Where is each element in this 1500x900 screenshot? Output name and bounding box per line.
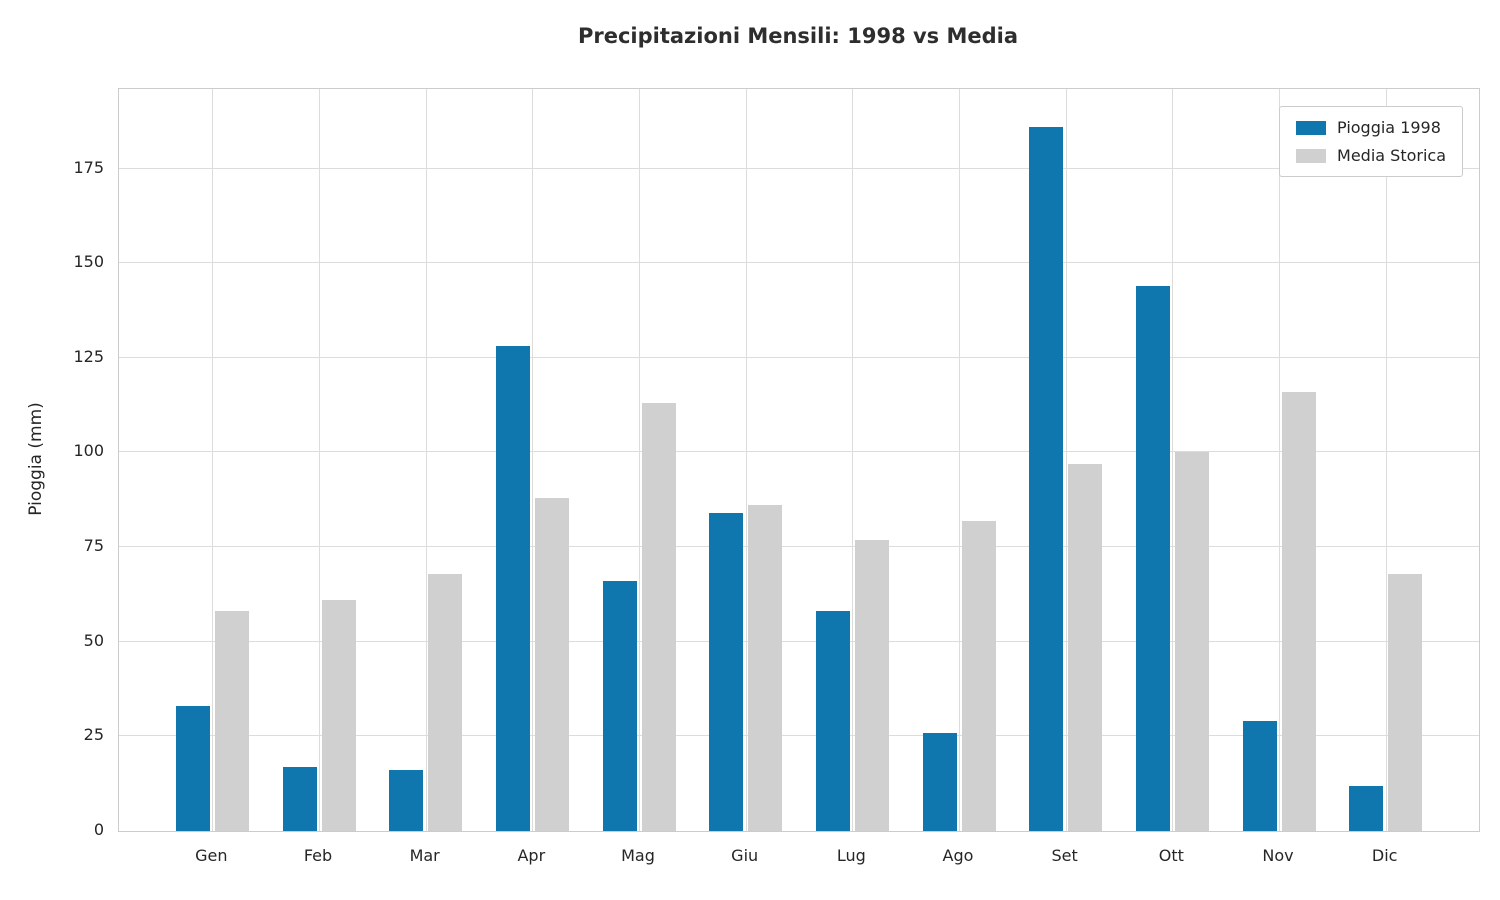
- bar-media-set: [1068, 463, 1103, 831]
- x-axis-ticks: Gen Feb Mar Apr Mag Giu Lug Ago Set Ott Nov Dic: [118, 842, 1478, 874]
- gridline-horizontal: [119, 167, 1479, 169]
- bar-1998-set: [1029, 126, 1064, 831]
- gridline-vertical: [852, 89, 854, 831]
- y-tick-label: 150: [73, 252, 104, 272]
- x-tick-label: Giu: [731, 846, 759, 865]
- gridline-vertical: [745, 89, 747, 831]
- gridline-horizontal: [119, 451, 1479, 453]
- bar-1998-giu: [709, 513, 744, 831]
- gridline-vertical: [1279, 89, 1280, 831]
- x-tick-label: Nov: [1262, 846, 1294, 865]
- gridline-horizontal: [119, 640, 1479, 642]
- y-tick-label: 25: [83, 725, 104, 745]
- bar-media-giu: [748, 505, 783, 831]
- x-tick-label: Feb: [303, 846, 333, 865]
- chart-title: Precipitazioni Mensili: 1998 vs Media: [577, 24, 1019, 48]
- y-tick-label: 75: [83, 536, 104, 556]
- x-tick-label: Gen: [195, 846, 228, 865]
- gridline-vertical: [1385, 89, 1387, 831]
- legend-label-media-storica: Media Storica: [1337, 146, 1446, 165]
- gridline-vertical: [319, 89, 320, 831]
- bar-1998-apr: [495, 346, 530, 831]
- gridline-vertical: [639, 89, 640, 831]
- bar-media-ott: [1174, 452, 1209, 831]
- y-tick-label: 125: [73, 346, 104, 366]
- y-tick-label: 50: [83, 630, 104, 650]
- gridline-horizontal: [119, 356, 1479, 358]
- bar-1998-ott: [1135, 285, 1170, 831]
- bar-media-apr: [534, 497, 569, 831]
- x-tick-label: Apr: [517, 846, 546, 865]
- legend-swatch-pioggia-1998: [1296, 120, 1327, 135]
- gridline-horizontal: [119, 546, 1479, 548]
- bar-media-dic: [1388, 573, 1423, 831]
- bar-1998-ago: [922, 732, 957, 831]
- gridline-vertical: [532, 89, 534, 831]
- bar-media-lug: [854, 539, 889, 831]
- gridline-horizontal: [119, 262, 1479, 264]
- y-tick-label: 0: [93, 820, 104, 839]
- x-tick-label: Ago: [942, 846, 974, 865]
- bar-media-ago: [961, 520, 996, 831]
- y-tick-label: 175: [73, 157, 104, 177]
- bar-1998-mar: [389, 770, 424, 831]
- x-tick-label: Set: [1051, 846, 1078, 865]
- bar-media-feb: [321, 600, 356, 831]
- bar-1998-mag: [602, 581, 637, 831]
- bar-1998-lug: [815, 611, 850, 831]
- gridline-vertical: [425, 89, 427, 831]
- legend-label-pioggia-1998: Pioggia 1998: [1337, 118, 1441, 137]
- legend: Pioggia 1998 Media Storica: [1279, 106, 1463, 177]
- legend-item-media-storica: Media Storica: [1296, 146, 1446, 165]
- x-tick-label: Ott: [1158, 846, 1184, 865]
- gridline-horizontal: [119, 735, 1479, 737]
- plot-area: Pioggia 1998 Media Storica: [118, 88, 1480, 832]
- x-tick-label: Mag: [621, 846, 655, 865]
- bar-media-mar: [428, 573, 463, 831]
- x-tick-label: Dic: [1371, 846, 1398, 865]
- gridline-vertical: [959, 89, 960, 831]
- y-tick-label: 100: [73, 441, 104, 461]
- legend-item-pioggia-1998: Pioggia 1998: [1296, 118, 1446, 137]
- bar-media-gen: [214, 611, 249, 831]
- gridline-vertical: [1172, 89, 1174, 831]
- bar-media-mag: [641, 403, 676, 831]
- y-axis-ticks: 0 25 50 75 100 125 150 175: [0, 88, 118, 840]
- x-tick-label: Mar: [409, 846, 440, 865]
- gridline-vertical: [1065, 89, 1067, 831]
- bar-1998-gen: [175, 706, 210, 831]
- gridline-vertical: [212, 89, 214, 831]
- bar-media-nov: [1281, 391, 1316, 831]
- legend-swatch-media-storica: [1296, 148, 1327, 163]
- bar-1998-dic: [1349, 785, 1384, 831]
- bar-1998-feb: [282, 766, 317, 831]
- x-tick-label: Lug: [836, 846, 866, 865]
- bar-1998-nov: [1242, 721, 1277, 831]
